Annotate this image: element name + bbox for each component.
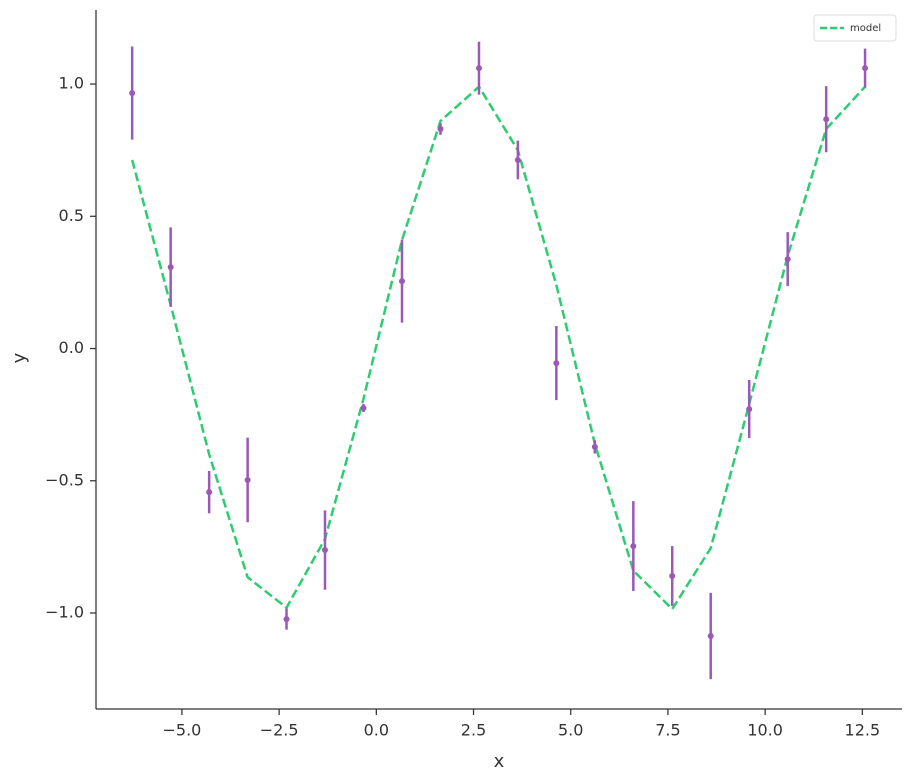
legend-label: model (850, 23, 881, 34)
data-point (206, 489, 213, 496)
x-tick-label: −2.5 (260, 721, 299, 740)
data-point (591, 443, 598, 450)
x-tick-label: 12.5 (845, 721, 881, 740)
model-line (130, 84, 866, 612)
y-axis-label: y (9, 352, 30, 363)
y-tick-label: −1.0 (45, 602, 84, 621)
data-point (244, 476, 251, 483)
data-point (322, 547, 329, 554)
y-tick-label: 0.5 (59, 206, 84, 225)
data-point (475, 65, 482, 72)
x-tick-label: −5.0 (162, 721, 201, 740)
data-point (514, 156, 521, 163)
x-tick-label: 7.5 (655, 721, 680, 740)
data-point (437, 126, 444, 133)
data-point (630, 543, 637, 550)
data-point (283, 616, 290, 623)
data-point (862, 65, 869, 72)
x-tick-label: 10.0 (747, 721, 783, 740)
data-point (398, 278, 405, 285)
data-point (669, 572, 676, 579)
data-point (707, 633, 714, 640)
y-tick-label: 1.0 (59, 74, 84, 93)
data-point (167, 264, 174, 271)
legend-box (813, 14, 897, 42)
data-point (746, 406, 753, 413)
x-tick-label: 5.0 (558, 721, 583, 740)
x-axis-label: x (494, 751, 505, 772)
data-point (553, 360, 560, 367)
data-point (823, 116, 830, 123)
x-tick-label: 0.0 (364, 721, 389, 740)
x-tick-label: 2.5 (461, 721, 486, 740)
data-point (784, 256, 791, 263)
y-tick-label: −0.5 (45, 470, 84, 489)
y-tick-label: 0.0 (59, 338, 84, 357)
data-point (129, 90, 136, 97)
data-point (360, 405, 367, 412)
